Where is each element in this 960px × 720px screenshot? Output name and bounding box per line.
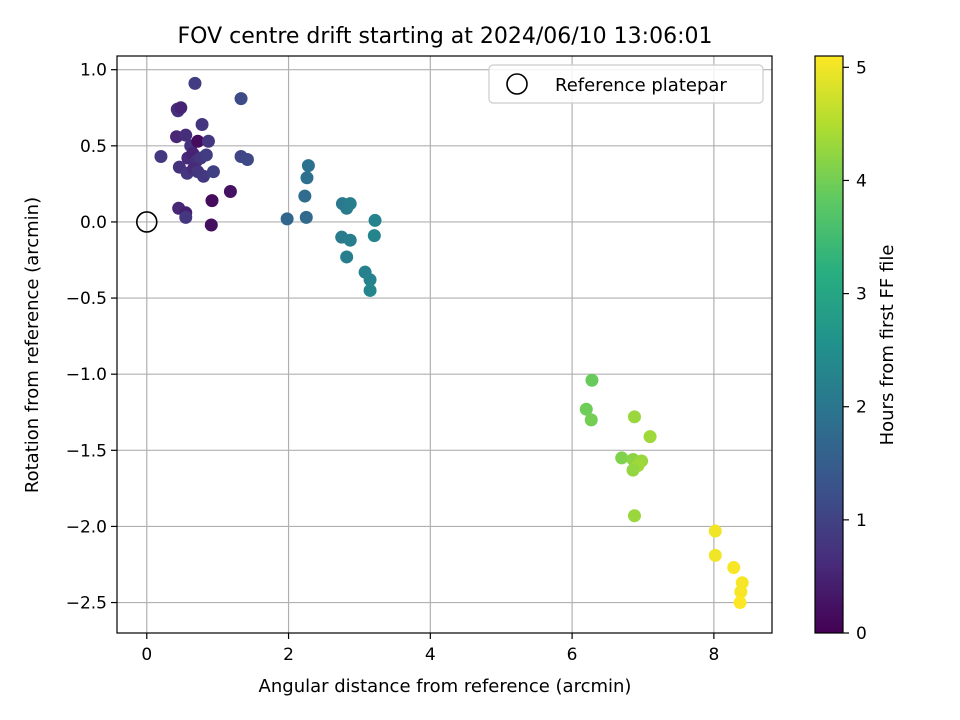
y-tick-label: 0.0 (80, 213, 107, 233)
colorbar-tick-label: 4 (856, 171, 867, 191)
scatter-point (280, 212, 294, 226)
scatter-point (626, 463, 640, 477)
y-tick-label: −2.5 (66, 594, 107, 614)
scatter-point (174, 101, 188, 115)
colorbar-tick-label: 1 (856, 511, 867, 531)
scatter-point (191, 134, 205, 148)
colorbar-label: Hours from first FF file (877, 245, 898, 446)
colorbar-tick-label: 0 (856, 624, 867, 644)
x-tick-label: 2 (283, 645, 294, 665)
colorbar-gradient (814, 55, 844, 634)
scatter-point (299, 210, 313, 224)
colorbar-tick-label: 2 (856, 398, 867, 418)
scatter-point (240, 153, 254, 167)
scatter-point (206, 165, 220, 179)
scatter-point (195, 118, 209, 132)
y-tick-label: −1.5 (66, 441, 107, 461)
scatter-point (367, 229, 381, 243)
scatter-point (234, 92, 248, 106)
y-tick-label: 0.5 (80, 137, 107, 157)
scatter-point (363, 283, 377, 297)
y-tick-label: −1.0 (66, 365, 107, 385)
plot-frame (116, 55, 773, 634)
scatter-point (368, 213, 382, 227)
scatter-point (585, 373, 599, 387)
x-axis-label: Angular distance from reference (arcmin) (259, 676, 632, 697)
scatter-point (179, 128, 193, 142)
colorbar-ticks: 0 1 2 3 4 5 (843, 58, 867, 644)
scatter-point (301, 159, 315, 173)
scatter-point (179, 210, 193, 224)
scatter-point (199, 148, 213, 162)
y-axis-ticks: 1.0 0.5 0.0 −0.5 −1.0 −1.5 −2.0 −2.5 (66, 61, 117, 614)
scatter-point (627, 509, 641, 523)
scatter-point (343, 197, 357, 211)
scatter-point (727, 561, 741, 575)
y-axis-label: Rotation from reference (arcmin) (22, 197, 43, 493)
x-tick-label: 4 (425, 645, 436, 665)
legend-marker (506, 73, 528, 95)
scatter-point (205, 194, 219, 208)
scatter-point (643, 430, 657, 444)
scatter-point (733, 596, 747, 610)
scatter-point (627, 410, 641, 424)
scatter-point (363, 273, 377, 287)
y-tick-label: −0.5 (66, 289, 107, 309)
scatter-point (298, 189, 312, 203)
scatter-point (708, 548, 722, 562)
scatter-point (340, 250, 354, 264)
scatter-point (201, 134, 215, 148)
legend-box (488, 64, 764, 104)
colorbar-tick-label: 5 (856, 58, 867, 78)
scatter-point (615, 451, 629, 465)
x-tick-label: 8 (708, 645, 719, 665)
legend-entry-label: Reference platepar (555, 75, 727, 96)
data-points (154, 76, 749, 610)
x-tick-label: 0 (141, 645, 152, 665)
x-tick-label: 6 (567, 645, 578, 665)
scatter-point (708, 524, 722, 538)
x-axis-ticks: 0 2 4 6 8 (141, 633, 719, 665)
colorbar: 0 1 2 3 4 5 Hours from first FF file (814, 55, 898, 644)
legend: Reference platepar (488, 64, 764, 104)
grid-lines (117, 56, 772, 633)
scatter-point (196, 169, 210, 183)
scatter-point (584, 413, 598, 427)
scatter-point (204, 218, 218, 232)
y-tick-label: −2.0 (66, 517, 107, 537)
scatter-point (734, 585, 748, 599)
colorbar-tick-label: 3 (856, 285, 867, 305)
scatter-point (188, 76, 202, 90)
scatter-point (343, 233, 357, 247)
reference-point (135, 211, 158, 233)
scatter-point (579, 402, 593, 416)
scatter-point (223, 184, 237, 198)
chart-title: FOV centre drift starting at 2024/06/10 … (178, 24, 713, 49)
y-tick-label: 1.0 (80, 61, 107, 81)
scatter-point (300, 171, 314, 185)
reference-marker (135, 211, 158, 233)
scatter-point (154, 149, 168, 163)
